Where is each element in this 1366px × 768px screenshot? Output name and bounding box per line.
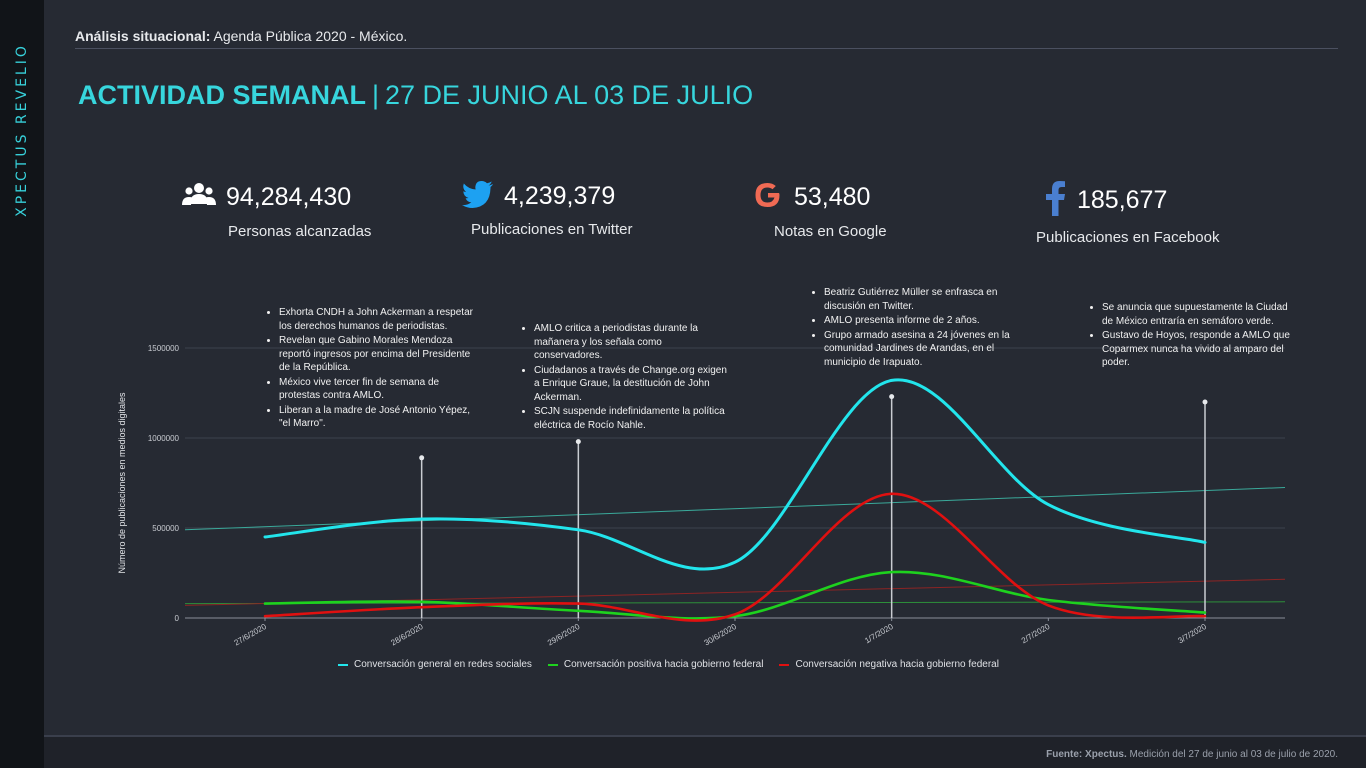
series-line-general bbox=[263, 378, 1207, 571]
header-bold: Análisis situacional: bbox=[75, 28, 211, 44]
people-icon bbox=[182, 180, 216, 215]
legend-swatch bbox=[338, 663, 348, 666]
legend-label: Conversación general en redes sociales bbox=[354, 659, 532, 670]
y-tick-label: 0 bbox=[175, 614, 180, 623]
legend-item-general: Conversación general en redes sociales bbox=[338, 659, 532, 670]
sidebar: XPECTUS REVELIO bbox=[0, 0, 44, 768]
legend-item-negative: Conversación negativa hacia gobierno fed… bbox=[779, 659, 999, 670]
stat-google-value: 53,480 bbox=[794, 183, 871, 211]
x-tick-label: 29/6/2020 bbox=[546, 622, 582, 648]
legend-swatch bbox=[779, 663, 790, 666]
footer-band bbox=[44, 737, 1366, 768]
stat-twitter-label: Publicaciones en Twitter bbox=[471, 221, 633, 238]
x-tick-label: 1/7/2020 bbox=[863, 622, 895, 646]
y-tick-label: 500000 bbox=[152, 524, 179, 533]
google-icon bbox=[752, 180, 784, 215]
footer-divider bbox=[44, 735, 1366, 737]
event-marker-dot bbox=[575, 439, 581, 445]
annotation-item: Ciudadanos a través de Change.org exigen… bbox=[534, 364, 728, 405]
stat-google: 53,480 Notas en Google bbox=[752, 180, 887, 240]
y-axis-label: Número de publicaciones en medios digita… bbox=[117, 392, 127, 574]
legend-label: Conversación positiva hacia gobierno fed… bbox=[563, 659, 764, 670]
annotation-list: Exhorta CNDH a John Ackerman a respetar … bbox=[263, 306, 478, 431]
annotation-item: México vive tercer fin de semana de prot… bbox=[279, 376, 478, 403]
title-range: 27 DE JUNIO AL 03 DE JULIO bbox=[385, 80, 754, 110]
stat-twitter-value: 4,239,379 bbox=[504, 182, 616, 210]
annotation-item: SCJN suspende indefinidamente la polític… bbox=[534, 405, 728, 432]
trendline bbox=[184, 601, 1286, 605]
annotation-item: Revelan que Gabino Morales Mendoza repor… bbox=[279, 334, 478, 375]
x-tick-label: 3/7/2020 bbox=[1177, 622, 1209, 646]
annotation-list: AMLO critica a periodistas durante la ma… bbox=[518, 322, 728, 432]
annotation-item: Se anuncia que supuestamente la Ciudad d… bbox=[1102, 301, 1296, 328]
annotation-28-6: Exhorta CNDH a John Ackerman a respetar … bbox=[263, 306, 478, 432]
annotation-29-6: AMLO critica a periodistas durante la ma… bbox=[518, 322, 728, 433]
annotation-item: Exhorta CNDH a John Ackerman a respetar … bbox=[279, 306, 478, 333]
annotation-list: Beatriz Gutiérrez Müller se enfrasca en … bbox=[808, 286, 1023, 369]
stat-people: 94,284,430 Personas alcanzadas bbox=[182, 180, 371, 240]
facebook-icon bbox=[1043, 180, 1067, 221]
source-bold: Fuente: Xpectus. bbox=[1046, 749, 1127, 760]
series-line-negative bbox=[263, 492, 1207, 622]
annotation-item: Liberan a la madre de José Antonio Yépez… bbox=[279, 404, 478, 431]
annotation-3-7: Se anuncia que supuestamente la Ciudad d… bbox=[1086, 301, 1296, 371]
twitter-icon bbox=[462, 180, 494, 213]
stat-google-label: Notas en Google bbox=[774, 223, 887, 240]
trendline bbox=[184, 487, 1286, 531]
stat-facebook: 185,677 Publicaciones en Facebook bbox=[1036, 180, 1219, 246]
x-tick-label: 30/6/2020 bbox=[703, 622, 739, 648]
stat-twitter: 4,239,379 Publicaciones en Twitter bbox=[462, 180, 632, 238]
page-title: ACTIVIDAD SEMANAL | 27 DE JUNIO AL 03 DE J… bbox=[78, 80, 753, 111]
stat-facebook-value: 185,677 bbox=[1077, 186, 1168, 214]
annotation-item: Beatriz Gutiérrez Müller se enfrasca en … bbox=[824, 286, 1023, 313]
annotation-item: AMLO presenta informe de 2 años. bbox=[824, 314, 1023, 328]
stat-facebook-label: Publicaciones en Facebook bbox=[1036, 229, 1220, 246]
y-tick-label: 1500000 bbox=[148, 344, 180, 353]
header-rest: Agenda Pública 2020 - México. bbox=[210, 28, 408, 44]
title-separator: | bbox=[372, 80, 380, 110]
annotation-item: Grupo armado asesina a 24 jóvenes en la … bbox=[824, 329, 1023, 370]
x-tick-label: 2/7/2020 bbox=[1020, 622, 1052, 646]
header-divider bbox=[75, 48, 1338, 49]
stat-people-value: 94,284,430 bbox=[226, 183, 352, 211]
y-tick-label: 1000000 bbox=[148, 434, 180, 443]
x-tick-label: 27/6/2020 bbox=[233, 622, 269, 648]
title-main: ACTIVIDAD SEMANAL bbox=[78, 80, 366, 110]
source-rest: Medición del 27 de junio al 03 de julio … bbox=[1126, 749, 1339, 760]
event-marker-dot bbox=[1202, 399, 1208, 405]
annotation-item: AMLO critica a periodistas durante la ma… bbox=[534, 322, 728, 363]
chart-legend: Conversación general en redes sociales C… bbox=[338, 659, 999, 670]
legend-label: Conversación negativa hacia gobierno fed… bbox=[795, 659, 999, 670]
header-line: Análisis situacional: Agenda Pública 202… bbox=[75, 28, 407, 44]
source-note: Fuente: Xpectus. Medición del 27 de juni… bbox=[1046, 749, 1338, 760]
legend-item-positive: Conversación positiva hacia gobierno fed… bbox=[547, 659, 764, 670]
stat-people-label: Personas alcanzadas bbox=[228, 223, 372, 240]
x-tick-label: 28/6/2020 bbox=[389, 622, 425, 648]
annotation-item: Gustavo de Hoyos, responde a AMLO que Co… bbox=[1102, 329, 1296, 370]
event-marker-dot bbox=[889, 394, 895, 400]
event-marker-dot bbox=[419, 455, 425, 461]
annotation-list: Se anuncia que supuestamente la Ciudad d… bbox=[1086, 301, 1296, 370]
legend-swatch bbox=[547, 663, 558, 666]
annotation-1-7: Beatriz Gutiérrez Müller se enfrasca en … bbox=[808, 286, 1023, 370]
